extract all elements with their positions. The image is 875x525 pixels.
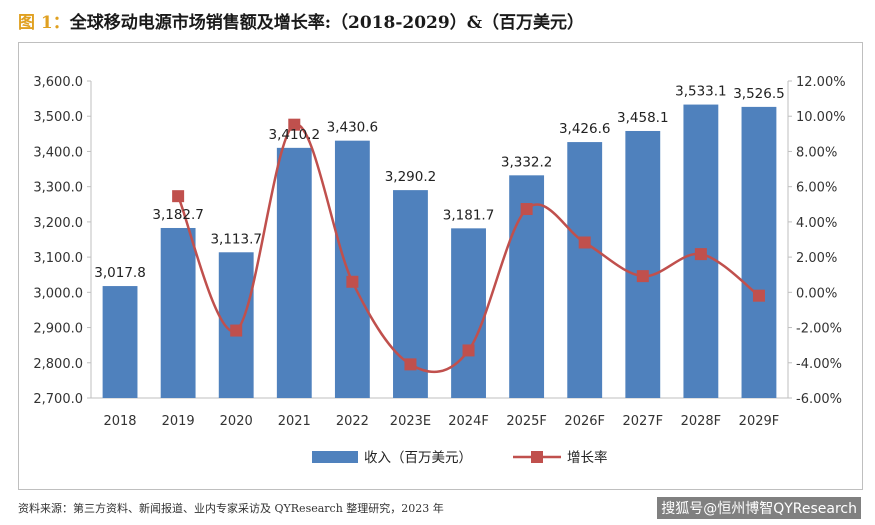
bar-data-label: 3,533.1 xyxy=(675,84,727,100)
growth-point xyxy=(520,203,533,216)
bar xyxy=(160,227,196,398)
combo-chart: 2,700.0 2,800.0 2,900.0 3,000.0 3,100.0 3,200… xyxy=(33,75,846,466)
x-tick-label: 2027F xyxy=(623,414,664,429)
right-tick-label: 10.00% xyxy=(796,110,846,125)
right-tick-label: 2.00% xyxy=(796,251,837,266)
left-tick-label: 2,900.0 xyxy=(33,322,83,337)
left-tick-label: 3,200.0 xyxy=(33,216,83,231)
x-tick-label: 2018 xyxy=(103,414,136,429)
growth-point xyxy=(752,289,765,302)
growth-point xyxy=(462,344,475,357)
growth-point xyxy=(636,270,649,283)
bar xyxy=(741,106,777,398)
x-tick-label: 2021 xyxy=(278,414,311,429)
bar-data-label: 3,526.5 xyxy=(733,86,785,102)
right-tick-label: -4.00% xyxy=(796,357,842,372)
x-tick-label: 2029F xyxy=(739,414,780,429)
right-tick-label: -6.00% xyxy=(796,392,842,407)
growth-point xyxy=(578,236,591,249)
growth-point xyxy=(404,358,417,371)
figure-label: 图 1： xyxy=(18,13,70,33)
right-tick-label: 8.00% xyxy=(796,145,837,160)
legend-swatch-marker xyxy=(531,451,543,463)
bar-data-label: 3,332.2 xyxy=(501,154,553,170)
growth-point xyxy=(172,190,185,203)
legend-label-growth: 增长率 xyxy=(567,449,608,466)
right-tick-label: 6.00% xyxy=(796,181,837,196)
right-tick-label: -2.00% xyxy=(796,322,842,337)
title-text: 全球移动电源市场销售额及增长率:（2018-2029）&（百万美元） xyxy=(69,13,585,33)
bar xyxy=(334,140,370,398)
bar xyxy=(625,130,661,398)
left-tick-label: 3,100.0 xyxy=(33,251,83,266)
x-tick-label: 2024F xyxy=(448,414,489,429)
left-tick-label: 2,700.0 xyxy=(33,392,83,407)
bar xyxy=(451,228,486,398)
x-tick-label: 2022 xyxy=(336,414,369,429)
bar-data-label: 3,426.6 xyxy=(559,121,611,137)
x-tick-label: 2023E xyxy=(390,414,431,429)
left-tick-label: 3,300.0 xyxy=(33,181,83,196)
right-tick-label: 4.00% xyxy=(796,216,837,231)
bar-data-label: 3,017.8 xyxy=(94,265,146,281)
left-tick-label: 2,800.0 xyxy=(33,357,83,372)
left-tick-label: 3,400.0 xyxy=(33,145,83,160)
bar-data-label: 3,290.2 xyxy=(385,169,437,185)
bar xyxy=(276,147,312,398)
x-tick-label: 2026F xyxy=(564,414,605,429)
bar-data-label: 3,430.6 xyxy=(327,120,379,136)
bar-data-label: 3,182.7 xyxy=(152,207,204,223)
chart-title: 图 1：全球移动电源市场销售额及增长率:（2018-2029）&（百万美元） xyxy=(18,8,584,33)
x-tick-label: 2019 xyxy=(162,414,195,429)
bar-data-label: 3,113.7 xyxy=(210,231,262,247)
growth-point xyxy=(230,324,243,337)
watermark-credit: 搜狐号@恒州博智QYResearch xyxy=(657,497,861,519)
x-tick-label: 2020 xyxy=(220,414,253,429)
legend-swatch-bar xyxy=(312,451,358,463)
left-tick-label: 3,500.0 xyxy=(33,110,83,125)
right-tick-label: 0.00% xyxy=(796,286,837,301)
legend-label-revenue: 收入（百万美元） xyxy=(364,450,472,466)
left-tick-label: 3,600.0 xyxy=(33,75,83,90)
left-tick-label: 3,000.0 xyxy=(33,286,83,301)
bar-data-label: 3,458.1 xyxy=(617,110,669,126)
bar xyxy=(102,286,138,398)
bar xyxy=(567,142,603,398)
right-tick-label: 12.00% xyxy=(796,75,846,90)
growth-point xyxy=(288,118,301,131)
source-note: 资料来源：第三方资料、新闻报道、业内专家采访及 QYResearch 整理研究，… xyxy=(18,502,444,515)
growth-point xyxy=(694,248,707,261)
growth-point xyxy=(346,275,359,288)
x-tick-label: 2025F xyxy=(506,414,547,429)
x-tick-label: 2028F xyxy=(681,414,722,429)
bar-data-label: 3,410.2 xyxy=(269,127,321,143)
bar-data-label: 3,181.7 xyxy=(443,207,495,223)
